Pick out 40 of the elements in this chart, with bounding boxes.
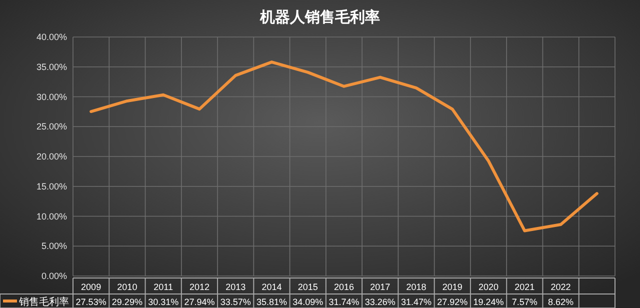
x-tick-label: 2011 (154, 282, 174, 292)
x-tick-label: 2016 (334, 282, 354, 292)
x-tick-label: 2014 (262, 282, 282, 292)
data-label: 33.57% (220, 297, 251, 307)
data-label: 29.29% (112, 297, 142, 307)
x-tick-label: 2019 (442, 282, 462, 292)
data-label: 34.09% (292, 297, 324, 307)
line-series (90, 60, 598, 232)
x-tick-label: 2009 (81, 282, 102, 292)
data-label: 31.47% (401, 297, 432, 307)
y-tick-label: 35.00% (36, 62, 67, 72)
data-label: 7.57% (512, 297, 538, 307)
y-tick-label: 25.00% (36, 122, 67, 132)
y-tick-label: 0.00% (41, 271, 67, 281)
x-tick-label: 2013 (226, 282, 246, 292)
y-tick-label: 10.00% (36, 211, 67, 222)
data-label: 8.62% (548, 297, 574, 307)
x-tick-label: 2021 (514, 282, 535, 292)
data-label: 27.92% (437, 297, 468, 307)
x-tick-label: 2015 (298, 282, 318, 292)
y-tick-label: 30.00% (36, 92, 67, 102)
x-tick-label: 2010 (117, 282, 138, 292)
x-tick-label: 2018 (406, 282, 426, 292)
data-label: 30.31% (148, 297, 179, 307)
y-tick-label: 15.00% (36, 181, 67, 192)
x-tick-label: 2020 (478, 282, 499, 292)
x-tick-label: 2022 (550, 282, 571, 292)
x-tick-label: 2012 (189, 282, 210, 292)
data-label: 35.81% (256, 297, 287, 307)
y-tick-label: 40.00% (36, 32, 67, 42)
y-tick-label: 20.00% (36, 152, 67, 162)
data-label: 33.26% (364, 297, 396, 307)
data-label: 27.53% (76, 297, 106, 307)
data-label: 31.74% (328, 297, 360, 307)
data-label: 19.24% (473, 297, 504, 307)
data-label: 27.94% (184, 297, 215, 307)
x-tick-label: 2017 (370, 282, 390, 292)
chart-title: 机器人销售毛利率 (259, 8, 380, 26)
y-tick-label: 5.00% (41, 241, 67, 252)
legend-label: 销售毛利率 (18, 296, 69, 308)
